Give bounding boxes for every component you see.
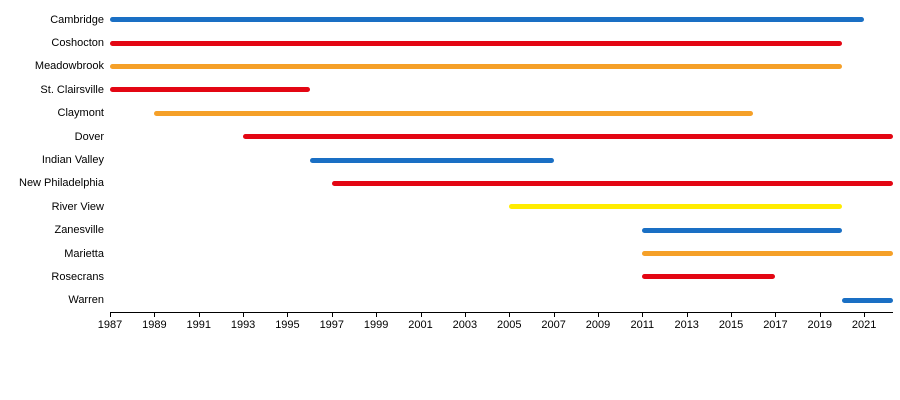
- x-axis-tick: [731, 313, 733, 317]
- timeline-bar-indian-valley: [309, 157, 554, 163]
- row-label-zanesville: Zanesville: [54, 224, 104, 237]
- x-axis-tick-label: 2005: [497, 319, 522, 331]
- x-axis-tick: [331, 313, 333, 317]
- x-axis-tick: [420, 313, 422, 317]
- x-axis-tick-label: 1987: [97, 319, 123, 331]
- row-label-claymont: Claymont: [57, 107, 104, 120]
- x-axis-tick-label: 1993: [230, 319, 256, 331]
- row-label-new-philadelphia: New Philadelphia: [19, 177, 104, 190]
- x-axis-tick: [243, 313, 245, 317]
- x-axis-tick: [110, 313, 111, 317]
- x-axis-tick-label: 1991: [186, 319, 211, 331]
- timeline-bar-river-view: [509, 204, 842, 210]
- x-axis-line: [110, 312, 893, 313]
- x-axis-tick-label: 1999: [363, 319, 389, 331]
- x-axis-tick-label: 2019: [807, 319, 833, 331]
- x-axis-tick: [864, 313, 866, 317]
- timeline-bar-claymont: [154, 110, 754, 116]
- x-axis-tick-label: 2017: [763, 319, 788, 331]
- timeline-bar-zanesville: [642, 227, 842, 233]
- row-label-indian-valley: Indian Valley: [41, 154, 104, 166]
- x-axis-tick: [376, 313, 378, 317]
- timeline-bar-warren: [841, 297, 893, 303]
- row-label-meadowbrook: Meadowbrook: [34, 60, 104, 73]
- x-axis-tick: [464, 313, 466, 317]
- x-axis-tick-label: 2009: [585, 319, 611, 331]
- row-label-cambridge: Cambridge: [50, 13, 104, 26]
- x-axis-tick-label: 2003: [452, 319, 478, 331]
- x-axis-tick: [198, 313, 200, 317]
- x-axis-tick: [553, 313, 555, 317]
- x-axis-tick: [642, 313, 644, 317]
- timeline-bar-new-philadelphia: [331, 180, 893, 186]
- timeline-bar-marietta: [642, 251, 893, 257]
- timeline-bar-st-clairsville: [110, 87, 310, 93]
- x-axis-tick-label: 2011: [630, 319, 655, 331]
- x-axis-tick: [154, 313, 156, 317]
- row-label-dover: Dover: [74, 130, 104, 143]
- timeline-bar-meadowbrook: [110, 63, 842, 69]
- timeline-bar-coshocton: [110, 40, 842, 46]
- x-axis-tick-label: 1995: [275, 319, 300, 331]
- x-axis-tick-label: 1989: [142, 319, 167, 331]
- row-label-marietta: Marietta: [64, 247, 104, 260]
- x-axis-tick-label: 1997: [319, 319, 345, 331]
- timeline-bar-rosecrans: [642, 274, 776, 280]
- x-axis-tick-label: 2015: [718, 319, 744, 331]
- x-axis-tick: [775, 313, 777, 317]
- x-axis-tick: [686, 313, 688, 317]
- timeline-bar-cambridge: [110, 17, 865, 23]
- x-axis-tick-label: 2013: [674, 319, 699, 331]
- x-axis-tick-label: 2001: [408, 319, 433, 331]
- row-label-warren: Warren: [68, 294, 104, 307]
- x-axis-tick-label: 2007: [541, 319, 566, 331]
- row-label-coshocton: Coshocton: [51, 37, 104, 50]
- timeline-bar-dover: [243, 134, 893, 140]
- x-axis-tick: [597, 313, 599, 317]
- x-axis-tick: [819, 313, 821, 317]
- x-axis-tick: [287, 313, 289, 317]
- row-label-st-clairsville: St. Clairsville: [40, 83, 104, 96]
- x-axis-tick-label: 2021: [851, 319, 877, 331]
- x-axis-tick: [509, 313, 511, 317]
- row-label-rosecrans: Rosecrans: [51, 270, 104, 283]
- row-label-river-view: River View: [51, 200, 104, 213]
